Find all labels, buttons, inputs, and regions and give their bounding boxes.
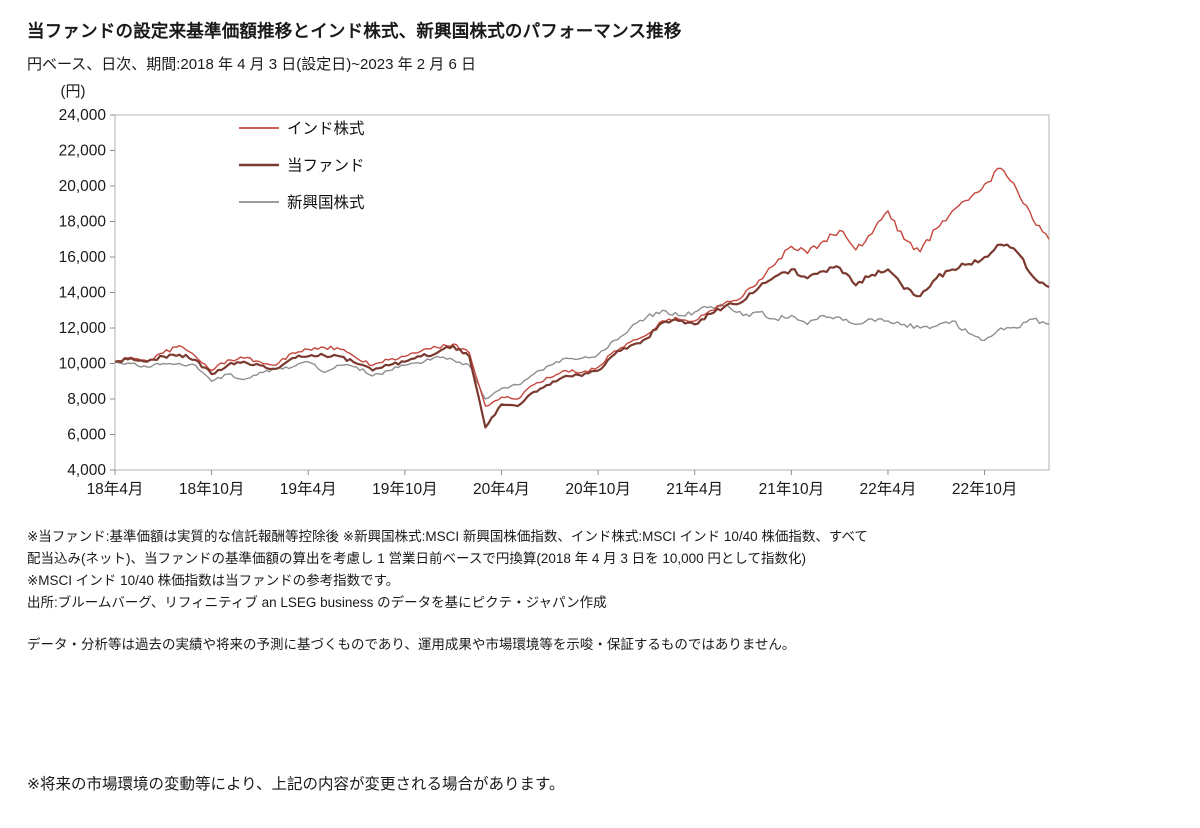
y-tick-label: 6,000 (67, 427, 106, 444)
y-tick-label: 14,000 (59, 285, 107, 302)
series-line-india (114, 167, 1050, 407)
legend-label-emerging: 新興国株式 (287, 194, 365, 212)
legend-label-india: インド株式 (287, 120, 365, 138)
y-tick-label: 12,000 (59, 320, 107, 337)
x-tick-label: 22年10月 (952, 480, 1017, 498)
plot-border (114, 114, 1050, 471)
chart-canvas: (円) 4,000 6,000 8,000 10,000 12,000 14,000 16,0… (59, 83, 1050, 498)
x-tick-label: 20年10月 (565, 480, 630, 498)
x-tick-label: 21年10月 (759, 480, 824, 498)
footnote-line: 出所:ブルームバーグ、リフィニティブ an LSEG business のデータ… (27, 594, 607, 610)
footnote-line: ※MSCI インド 10/40 株価指数は当ファンドの参考指数です。 (27, 572, 400, 588)
y-tick-label: 20,000 (59, 178, 107, 195)
page-title: 当ファンドの設定来基準価額推移とインド株式、新興国株式のパフォーマンス推移 (27, 21, 682, 41)
fund-performance-report: 当ファンドの設定来基準価額推移とインド株式、新興国株式のパフォーマンス推移 円ベ… (27, 18, 1200, 793)
x-tick-label: 19年10月 (372, 480, 437, 498)
series-line-emerging (114, 303, 1050, 400)
y-tick-label: 4,000 (67, 462, 106, 479)
x-tick-label: 18年4月 (87, 480, 144, 498)
footnote-line: 配当込み(ネット)、当ファンドの基準価額の算出を考慮し 1 営業日前ベースで円換… (27, 550, 807, 566)
y-tick-label: 22,000 (59, 143, 107, 160)
bottom-note: ※将来の市場環境の変動等により、上記の内容が変更される場合があります。 (27, 776, 565, 793)
legend-label-fund: 当ファンド (287, 157, 365, 175)
y-tick-label: 8,000 (67, 391, 106, 408)
y-axis-unit-label: (円) (61, 83, 86, 100)
footnotes: ※当ファンド:基準価額は実質的な信託報酬等控除後 ※新興国株式:MSCI 新興国… (27, 526, 1200, 613)
x-tick-label: 20年4月 (473, 480, 530, 498)
x-tick-label: 18年10月 (179, 480, 244, 498)
y-tick-label: 10,000 (59, 356, 107, 373)
y-tick-label: 24,000 (59, 107, 107, 124)
disclaimer-text: データ・分析等は過去の実績や将来の予測に基づくものであり、運用成果や市場環境等を… (27, 637, 796, 653)
series-line-fund (114, 243, 1050, 429)
footnote-line: ※当ファンド:基準価額は実質的な信託報酬等控除後 ※新興国株式:MSCI 新興国… (27, 529, 868, 544)
performance-chart: (円) 4,000 6,000 8,000 10,000 12,000 14,000 16,0… (27, 80, 1200, 510)
y-tick-label: 18,000 (59, 214, 107, 231)
x-tick-label: 21年4月 (666, 480, 723, 498)
x-tick-label: 19年4月 (280, 480, 337, 498)
x-tick-label: 22年4月 (860, 480, 917, 498)
page-subtitle: 円ベース、日次、期間:2018 年 4 月 3 日(設定日)~2023 年 2 … (27, 56, 476, 73)
y-tick-label: 16,000 (59, 249, 107, 266)
